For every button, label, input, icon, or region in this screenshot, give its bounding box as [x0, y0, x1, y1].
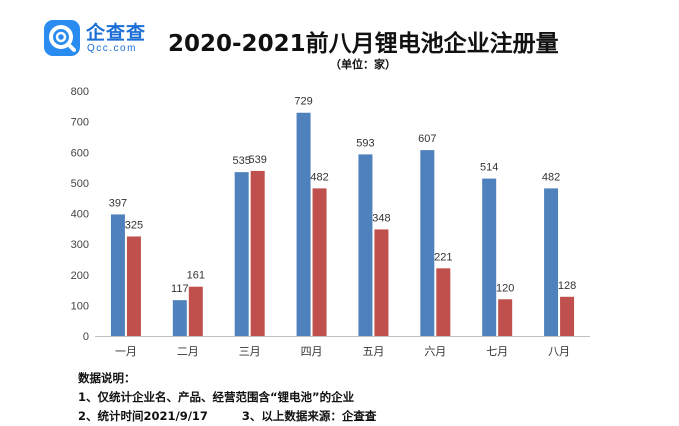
data-label: 117: [171, 283, 189, 295]
notes-line-2b: 3、以上数据来源：企查查: [241, 409, 377, 423]
bar: [110, 214, 125, 336]
y-tick-label: 200: [71, 270, 89, 282]
notes-line-1: 1、仅统计企业名、产品、经营范围含“锂电池”的企业: [78, 390, 355, 404]
y-tick-label: 400: [71, 209, 89, 221]
x-tick-label: 一月: [115, 345, 137, 358]
bar: [482, 178, 497, 336]
x-tick-label: 二月: [177, 345, 199, 358]
bar: [544, 188, 559, 336]
notes-heading: 数据说明：: [78, 371, 136, 385]
x-tick-label: 六月: [424, 345, 446, 358]
x-tick-label: 八月: [548, 345, 570, 358]
bar: [436, 268, 451, 336]
y-tick-label: 700: [71, 117, 89, 129]
qcc-magnifier-logo-icon: [44, 20, 80, 56]
notes-line-2: 2、统计时间2021/9/17 3、以上数据来源：企查查: [78, 407, 376, 426]
bar: [420, 150, 435, 336]
bar: [498, 299, 513, 336]
data-label: 607: [418, 133, 436, 145]
notes-line-2a: 2、统计时间2021/9/17: [78, 409, 208, 423]
data-label: 348: [372, 212, 390, 224]
data-label: 482: [542, 171, 560, 183]
chart-title: 2020-2021前八月锂电池企业注册量: [168, 31, 559, 57]
bar: [312, 188, 327, 336]
y-tick-label: 300: [71, 239, 89, 251]
x-tick-label: 四月: [301, 345, 323, 358]
data-label: 397: [109, 197, 127, 209]
bar: [234, 172, 249, 336]
data-label: 161: [187, 270, 205, 282]
data-label: 221: [434, 251, 452, 263]
data-notes: 数据说明： 1、仅统计企业名、产品、经营范围含“锂电池”的企业 2、统计时间20…: [78, 369, 376, 426]
data-label: 593: [356, 137, 374, 149]
data-label: 128: [558, 280, 576, 292]
x-tick-label: 五月: [362, 345, 384, 358]
bar: [374, 229, 389, 336]
bar: [560, 296, 575, 336]
data-label: 120: [496, 282, 514, 294]
y-tick-label: 500: [71, 178, 89, 190]
data-label: 482: [310, 171, 328, 183]
y-tick-label: 600: [71, 147, 89, 159]
chart-subtitle: （单位：家）: [330, 58, 396, 71]
bar: [188, 286, 203, 336]
bar: [296, 112, 311, 337]
bar: [250, 170, 265, 336]
data-label: 514: [480, 162, 498, 174]
bar: [126, 236, 141, 336]
y-tick-label: 100: [71, 300, 89, 312]
y-tick-label: 800: [71, 86, 89, 98]
data-label: 539: [249, 154, 267, 166]
bar: [358, 154, 373, 336]
qcc-logo: 企查查 Qcc.com: [44, 18, 154, 62]
y-tick-label: 0: [83, 331, 89, 343]
brand-name-en: Qcc.com: [87, 43, 137, 54]
bar: [172, 300, 187, 336]
x-tick-label: 七月: [486, 345, 508, 358]
data-label: 325: [125, 219, 143, 231]
x-tick-label: 三月: [239, 345, 261, 358]
data-label: 729: [294, 96, 312, 108]
data-label: 535: [233, 155, 251, 167]
brand-name-cn: 企查查: [86, 22, 147, 44]
